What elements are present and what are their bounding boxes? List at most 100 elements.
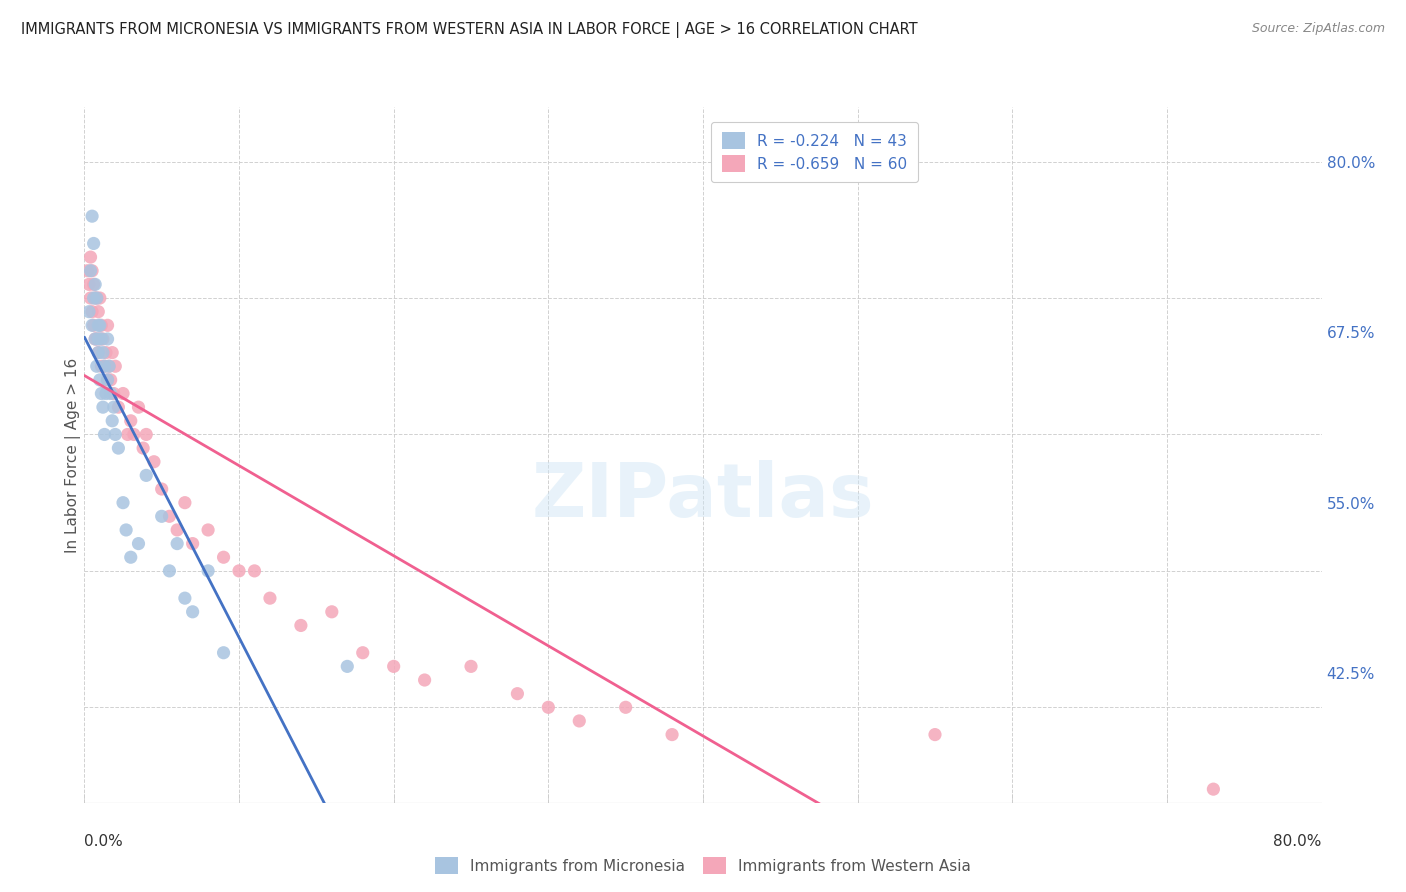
Point (212, 550, 235, 565)
Point (89, 291, 111, 305)
Point (84, 291, 107, 305)
Point (101, 345, 124, 359)
Point (98, 359, 121, 374)
Point (90, 318, 112, 333)
Point (82, 209, 104, 223)
Point (228, 564, 250, 578)
Point (89, 318, 111, 333)
Point (197, 523, 219, 537)
Text: ZIPatlas: ZIPatlas (531, 460, 875, 533)
Point (382, 659, 405, 673)
Point (101, 414, 124, 428)
Legend: R = -0.224   N = 43, R = -0.659   N = 60: R = -0.224 N = 43, R = -0.659 N = 60 (711, 121, 918, 183)
Point (100, 373, 122, 387)
Point (97, 373, 120, 387)
Point (89, 332, 111, 346)
Point (94, 345, 117, 359)
Point (86, 291, 108, 305)
Point (132, 441, 155, 455)
Point (103, 400, 125, 414)
Point (94, 386, 117, 401)
Point (143, 455, 166, 469)
Point (83, 291, 105, 305)
Point (1202, 782, 1225, 797)
Legend: Immigrants from Micronesia, Immigrants from Western Asia: Immigrants from Micronesia, Immigrants f… (429, 851, 977, 880)
Point (290, 618, 312, 632)
Point (924, 728, 946, 742)
Point (93, 427, 115, 442)
Point (568, 714, 591, 728)
Point (86, 359, 108, 374)
Point (107, 441, 129, 455)
Point (87, 304, 110, 318)
Point (87, 332, 110, 346)
Text: 80.0%: 80.0% (1274, 834, 1322, 849)
Point (84, 332, 107, 346)
Point (120, 550, 142, 565)
Point (120, 414, 142, 428)
Point (87, 345, 110, 359)
Point (112, 496, 135, 510)
Point (82, 318, 104, 333)
Point (112, 386, 135, 401)
Point (259, 591, 281, 606)
Point (115, 523, 138, 537)
Point (97, 373, 120, 387)
Y-axis label: In Labor Force | Age > 16: In Labor Force | Age > 16 (65, 358, 82, 552)
Point (128, 536, 150, 550)
Point (90, 332, 112, 346)
Point (159, 564, 181, 578)
Point (103, 386, 125, 401)
Point (174, 591, 197, 606)
Point (91, 345, 114, 359)
Text: 0.0%: 0.0% (84, 834, 124, 849)
Point (128, 400, 150, 414)
Point (166, 523, 188, 537)
Point (93, 359, 115, 374)
Point (79, 291, 101, 305)
Point (212, 646, 235, 660)
Point (614, 700, 637, 714)
Point (150, 509, 173, 524)
Point (79, 264, 101, 278)
Point (107, 400, 129, 414)
Point (537, 700, 560, 714)
Point (460, 659, 482, 673)
Point (97, 318, 120, 333)
Point (84, 277, 107, 292)
Text: Source: ZipAtlas.com: Source: ZipAtlas.com (1251, 22, 1385, 36)
Point (159, 509, 181, 524)
Point (87, 345, 110, 359)
Point (243, 564, 266, 578)
Point (86, 332, 108, 346)
Point (83, 318, 105, 333)
Point (174, 496, 197, 510)
Point (104, 427, 127, 442)
Point (77, 304, 100, 318)
Point (413, 673, 436, 687)
Point (90, 386, 112, 401)
Point (352, 646, 374, 660)
Point (89, 373, 111, 387)
Text: IMMIGRANTS FROM MICRONESIA VS IMMIGRANTS FROM WESTERN ASIA IN LABOR FORCE | AGE : IMMIGRANTS FROM MICRONESIA VS IMMIGRANTS… (21, 22, 918, 38)
Point (336, 659, 359, 673)
Point (82, 264, 104, 278)
Point (104, 359, 127, 374)
Point (166, 536, 188, 550)
Point (197, 564, 219, 578)
Point (82, 304, 104, 318)
Point (506, 687, 529, 701)
Point (661, 728, 683, 742)
Point (77, 277, 100, 292)
Point (181, 605, 204, 619)
Point (117, 427, 139, 442)
Point (84, 332, 107, 346)
Point (91, 400, 114, 414)
Point (135, 427, 157, 442)
Point (86, 291, 108, 305)
Point (135, 468, 157, 483)
Point (79, 250, 101, 264)
Point (90, 359, 112, 374)
Point (76, 264, 98, 278)
Point (91, 332, 114, 346)
